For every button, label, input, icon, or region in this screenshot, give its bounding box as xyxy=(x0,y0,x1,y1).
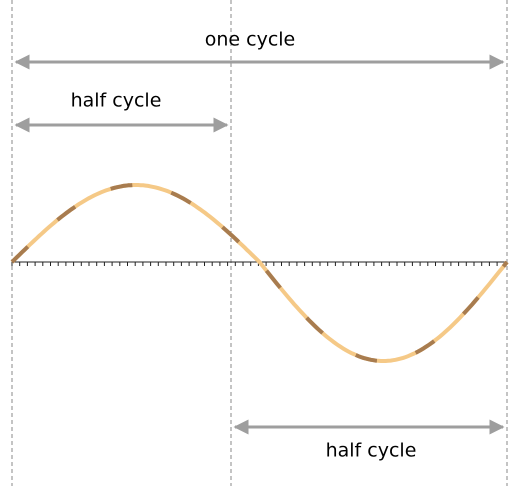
label-second-half: half cycle xyxy=(326,440,417,462)
label-full-cycle: one cycle xyxy=(205,29,296,51)
wave-dashes xyxy=(10,183,509,363)
guides xyxy=(11,0,508,486)
arrows xyxy=(14,54,505,435)
label-first-half: half cycle xyxy=(71,90,162,112)
wave xyxy=(10,183,509,363)
